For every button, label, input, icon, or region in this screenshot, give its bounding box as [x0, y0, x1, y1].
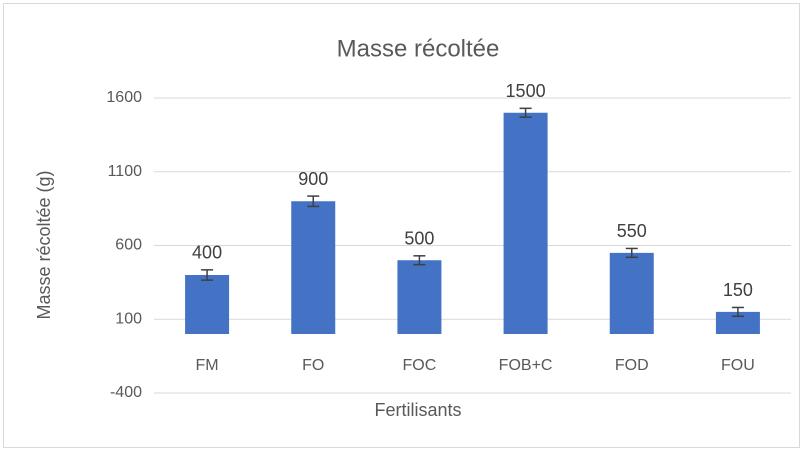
x-tick-label: FOC [403, 357, 437, 374]
chart-border [3, 3, 800, 448]
y-tick-label: 100 [115, 310, 142, 327]
data-label: 400 [192, 243, 222, 263]
bar [609, 252, 654, 334]
data-label: 900 [298, 169, 328, 189]
bar [397, 260, 442, 334]
data-label: 150 [723, 280, 753, 300]
x-tick-label: FOB+C [499, 357, 553, 374]
y-tick-label: 600 [115, 237, 142, 254]
bar [185, 275, 230, 334]
x-axis-label: Fertilisants [374, 400, 461, 420]
chart-title: Masse récoltée [337, 35, 500, 62]
data-label: 500 [404, 229, 434, 249]
bar [291, 201, 336, 334]
x-tick-label: FO [302, 357, 324, 374]
x-tick-label: FOD [615, 357, 649, 374]
data-label: 550 [617, 221, 647, 241]
x-tick-label: FM [196, 357, 219, 374]
bar [503, 112, 548, 334]
y-axis-label: Masse récoltée (g) [34, 170, 54, 319]
x-tick-label: FOU [721, 357, 755, 374]
y-tick-label: 1100 [108, 163, 143, 180]
y-tick-label: 1600 [106, 89, 142, 106]
data-label: 1500 [506, 81, 546, 101]
bar [715, 311, 760, 334]
y-tick-label: -400 [110, 384, 142, 401]
